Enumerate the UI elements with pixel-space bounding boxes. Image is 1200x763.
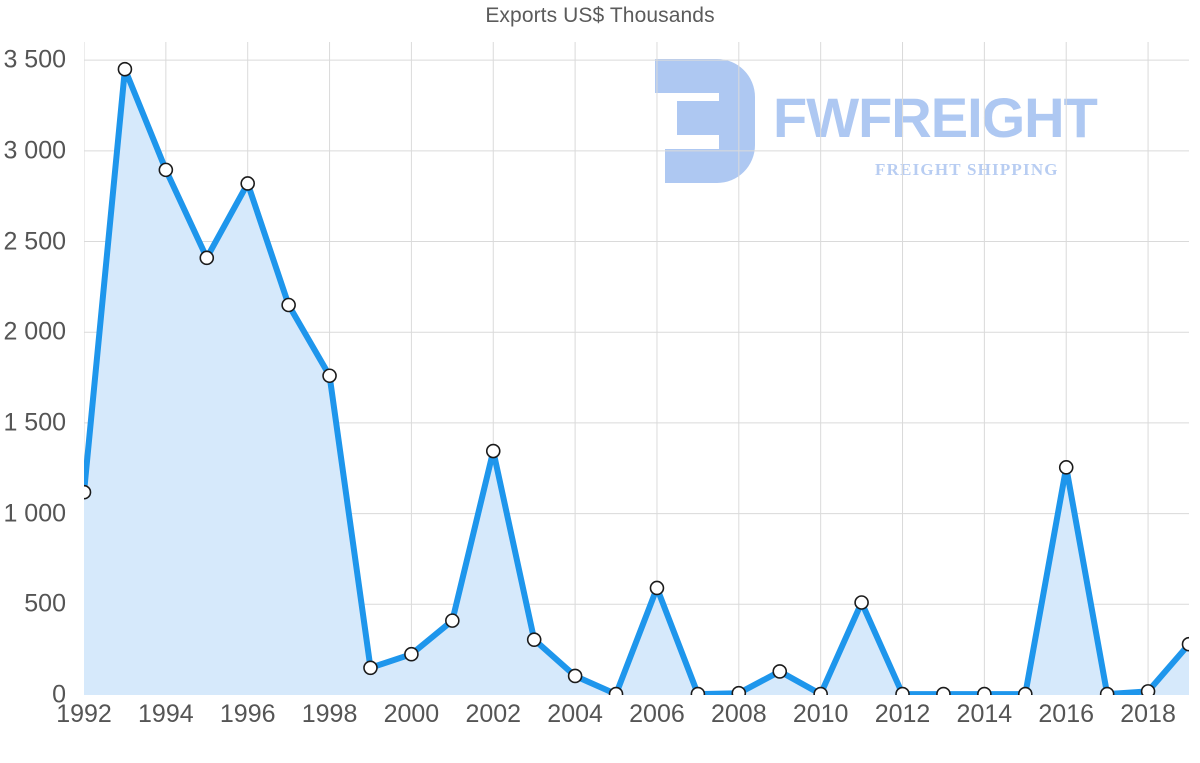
data-point-marker[interactable]: 2012: 5: [895, 686, 910, 695]
data-point-marker[interactable]: 1995: 2410: [199, 250, 215, 266]
data-point-marker[interactable]: 2013: 5: [936, 686, 951, 695]
x-axis-tick-label: 1998: [301, 700, 358, 728]
data-point-marker[interactable]: 2017: 5: [1099, 686, 1115, 695]
data-point-marker[interactable]: 2004: 105: [567, 668, 583, 684]
data-point-marker[interactable]: 2003: 305: [526, 632, 542, 647]
x-axis-tick-label: 2010: [792, 700, 849, 728]
x-axis-tick-label: 2000: [383, 700, 440, 728]
y-axis-tick-label: 500: [24, 589, 66, 618]
y-axis-tick-label: 2 000: [3, 317, 66, 346]
chart-title: Exports US$ Thousands: [485, 4, 715, 27]
y-axis-tick-label: 3 000: [3, 136, 66, 165]
data-point-marker[interactable]: 2005: 5: [608, 686, 624, 695]
x-axis-tick-label: 2018: [1120, 700, 1176, 728]
data-point-marker[interactable]: 2011: 510: [854, 595, 869, 610]
y-axis-tick-label: 2 500: [3, 227, 66, 256]
x-axis-tick-label: 2012: [874, 700, 931, 728]
data-point-marker[interactable]: 2001: 410: [445, 613, 460, 628]
data-point-marker[interactable]: 1997: 2150: [281, 297, 296, 313]
x-axis-labels: 1992 1994 1996 1998 2000 2002 2004 2006 2008 2010…: [56, 700, 1189, 746]
area-fill: [84, 69, 1189, 695]
y-axis-tick-label: 3 500: [3, 45, 66, 74]
x-axis-tick-label: 1996: [219, 700, 276, 728]
data-point-marker[interactable]: 2000: 225: [404, 646, 419, 662]
data-point-marker[interactable]: 2018: 20: [1140, 684, 1156, 695]
y-axis-tick-label: 1 500: [3, 408, 66, 437]
data-point-marker[interactable]: 1996: 2820: [240, 176, 255, 191]
data-point-marker[interactable]: 2010: 5: [813, 686, 828, 695]
data-point-marker[interactable]: 1993: 3450: [117, 61, 133, 77]
data-point-marker[interactable]: 1998: 1760: [322, 368, 337, 384]
x-axis-tick-label: 2008: [711, 700, 767, 728]
x-axis-tick-label: 2004: [547, 700, 603, 728]
data-point-marker[interactable]: 2002: 1345: [485, 443, 501, 459]
data-point-marker[interactable]: 2009: 130: [772, 664, 788, 679]
data-point-marker[interactable]: 2014: 5: [977, 686, 992, 695]
y-axis-tick-label: 1 000: [3, 499, 66, 528]
data-point-marker[interactable]: 1994: 2895: [158, 162, 174, 178]
x-axis-tick-label: 2002: [465, 700, 522, 728]
data-point-marker[interactable]: 1999: 150: [363, 660, 378, 676]
x-axis-tick-label: 2014: [956, 700, 1013, 728]
series-exports: 1992: 1118 1993: 3450 1994: 2895 1995: 2410…: [84, 42, 1189, 695]
data-point-marker[interactable]: 2019: 280: [1181, 636, 1190, 652]
data-point-marker[interactable]: 1992: 1118: [84, 484, 92, 500]
y-axis-tick-label: 0: [52, 680, 66, 709]
y-axis-labels: 0 500 1 000 1 500 2 000 2 500 3 000 3 500: [0, 42, 76, 709]
data-point-marker[interactable]: 2006: 590: [649, 580, 665, 596]
data-point-marker[interactable]: 2008: 10: [731, 685, 747, 695]
data-line: [84, 66, 1189, 695]
data-point-marker[interactable]: 2016: 1255: [1058, 460, 1074, 475]
plot-area: 1992: 1118 1993: 3450 1994: 2895 1995: 2410…: [84, 42, 1189, 695]
x-axis-tick-label: 1992: [56, 700, 112, 728]
data-point-marker[interactable]: 2007: 5: [690, 686, 706, 695]
x-axis-tick-label: 2006: [629, 700, 685, 728]
data-point-marker[interactable]: 2015: 5: [1018, 686, 1033, 695]
x-axis-tick-label: 2016: [1038, 700, 1095, 728]
x-axis-tick-label: 1994: [138, 700, 194, 728]
